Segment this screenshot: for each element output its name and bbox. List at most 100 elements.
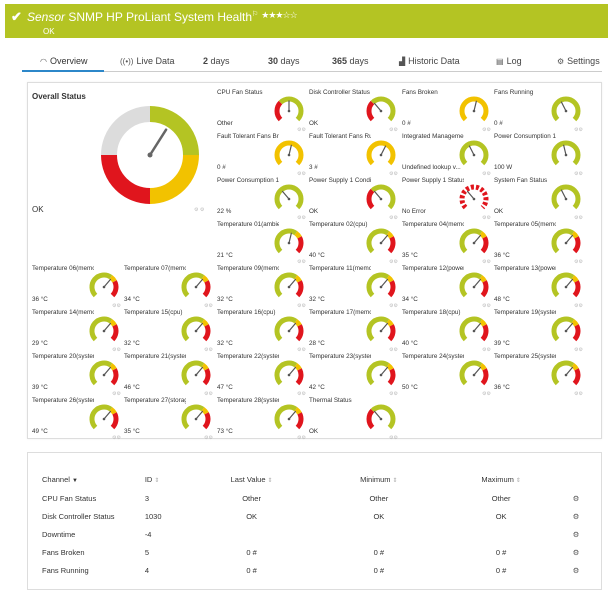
gauge-mini-icons[interactable]: ⚙⚙ <box>389 435 398 441</box>
gauge-tile[interactable]: Temperature 24(system) 50 °C ⚙⚙ <box>402 353 492 397</box>
tab-live-data[interactable]: ((•)) Live Data <box>120 56 175 66</box>
gauge-mini-icons[interactable]: ⚙⚙ <box>389 171 398 177</box>
gauge-tile[interactable]: Power Supply 1 Status No Error ⚙⚙ <box>402 177 492 221</box>
gauge-mini-icons[interactable]: ⚙⚙ <box>112 347 121 353</box>
gauge-mini-icons[interactable]: ⚙⚙ <box>204 347 213 353</box>
gauge-tile[interactable]: Temperature 15(cpu) 32 °C ⚙⚙ <box>124 309 214 353</box>
gauge-mini-icons[interactable]: ⚙⚙ <box>482 303 491 309</box>
gauge-tile[interactable]: Temperature 14(memo... 29 °C ⚙⚙ <box>32 309 122 353</box>
gauge-tile[interactable]: Disk Controller Status OK ⚙⚙ <box>309 89 399 133</box>
gauge-mini-icons[interactable]: ⚙⚙ <box>482 391 491 397</box>
gauge-tile[interactable]: Temperature 13(power... 48 °C ⚙⚙ <box>494 265 584 309</box>
gauge-tile[interactable]: Temperature 05(memo... 36 °C ⚙⚙ <box>494 221 584 265</box>
tab-historic-data[interactable]: ▟ Historic Data <box>399 56 460 66</box>
gauge-mini-icons[interactable]: ⚙⚙ <box>482 127 491 133</box>
gauge-tile[interactable]: Temperature 27(storag... 35 °C ⚙⚙ <box>124 397 214 441</box>
gauge-mini-icons[interactable]: ⚙⚙ <box>482 259 491 265</box>
gauge-tile[interactable]: Temperature 01(ambie... 21 °C ⚙⚙ <box>217 221 307 265</box>
gauge-mini-icons[interactable]: ⚙⚙ <box>297 127 306 133</box>
gauge-mini-icons[interactable]: ⚙⚙ <box>112 435 121 441</box>
gauge-tile[interactable]: Temperature 11(memo... 32 °C ⚙⚙ <box>309 265 399 309</box>
gauge-tile[interactable]: Temperature 17(memo... 28 °C ⚙⚙ <box>309 309 399 353</box>
flag-icon[interactable]: ⚐ <box>252 11 259 18</box>
gauge-mini-icons[interactable]: ⚙⚙ <box>297 303 306 309</box>
priority-stars[interactable]: ★★★☆☆ <box>261 10 297 20</box>
gauge-mini-icons[interactable]: ⚙⚙ <box>574 171 583 177</box>
tab-settings[interactable]: ⚙ Settings <box>557 56 600 66</box>
table-row[interactable]: Fans Broken 5 0 # 0 # 0 # ⚙ <box>42 543 601 561</box>
row-settings-icon[interactable]: ⚙ <box>572 493 580 503</box>
gauge-tile[interactable]: Fault Tolerant Fans Bro... 0 # ⚙⚙ <box>217 133 307 177</box>
row-settings-icon[interactable]: ⚙ <box>572 547 580 557</box>
gauge-mini-icons[interactable]: ⚙⚙ <box>204 303 213 309</box>
gauge-tile[interactable]: Fans Broken 0 # ⚙⚙ <box>402 89 492 133</box>
tab-2-days[interactable]: 2 days <box>203 56 230 66</box>
gauge-mini-icons[interactable]: ⚙⚙ <box>204 435 213 441</box>
table-row[interactable]: Disk Controller Status 1030 OK OK OK ⚙ <box>42 507 601 525</box>
tab-30-days[interactable]: 30 days <box>268 56 300 66</box>
gauge-mini-icons[interactable]: ⚙⚙ <box>297 215 306 221</box>
gauge-mini-icons[interactable]: ⚙⚙ <box>482 215 491 221</box>
gauge-mini-icons[interactable]: ⚙⚙ <box>112 391 121 397</box>
gauge-tile[interactable]: Temperature 16(cpu) 32 °C ⚙⚙ <box>217 309 307 353</box>
col-id[interactable]: ID ⇕ <box>145 469 197 489</box>
gauge-tile[interactable]: Temperature 23(system) 42 °C ⚙⚙ <box>309 353 399 397</box>
gauge-mini-icons[interactable]: ⚙⚙ <box>297 347 306 353</box>
gauge-mini-icons[interactable]: ⚙⚙ <box>574 127 583 133</box>
gauge-mini-icons[interactable]: ⚙⚙ <box>297 435 306 441</box>
tab-overview[interactable]: ◠ Overview <box>40 56 88 66</box>
gauge-mini-icons[interactable]: ⚙⚙ <box>574 215 583 221</box>
gauge-tile[interactable]: Temperature 12(power... 34 °C ⚙⚙ <box>402 265 492 309</box>
col-maximum[interactable]: Maximum ⇕ <box>451 469 551 489</box>
gauge-mini-icons[interactable]: ⚙⚙ <box>204 391 213 397</box>
gauge-tile[interactable]: Temperature 20(system) 39 °C ⚙⚙ <box>32 353 122 397</box>
col-minimum[interactable]: Minimum ⇕ <box>307 469 452 489</box>
gauge-tile[interactable]: Temperature 06(memo... 36 °C ⚙⚙ <box>32 265 122 309</box>
gauge-tile[interactable]: Integrated Manageme... Undefined lookup v… <box>402 133 492 177</box>
tab-log[interactable]: ▤ Log <box>496 56 522 66</box>
overall-status-gauge[interactable] <box>98 103 202 207</box>
gauge-mini-icons[interactable]: ⚙⚙ <box>482 347 491 353</box>
gauge-tile[interactable]: Power Consumption 1 100 W ⚙⚙ <box>494 133 584 177</box>
gauge-tile[interactable]: Temperature 09(memo... 32 °C ⚙⚙ <box>217 265 307 309</box>
gauge-tile[interactable]: Temperature 25(system) 36 °C ⚙⚙ <box>494 353 584 397</box>
gauge-tile[interactable]: Temperature 22(system) 47 °C ⚙⚙ <box>217 353 307 397</box>
gauge-tile[interactable]: Temperature 19(system) 39 °C ⚙⚙ <box>494 309 584 353</box>
gauge-mini-icons[interactable]: ⚙⚙ <box>297 171 306 177</box>
table-row[interactable]: Fans Running 4 0 # 0 # 0 # ⚙ <box>42 561 601 579</box>
gauge-mini-icons[interactable]: ⚙⚙ <box>574 347 583 353</box>
table-row[interactable]: CPU Fan Status 3 Other Other Other ⚙ <box>42 489 601 507</box>
gauge-tile[interactable]: Thermal Status OK ⚙⚙ <box>309 397 399 441</box>
table-row[interactable]: Downtime -4 ⚙ <box>42 525 601 543</box>
row-settings-icon[interactable]: ⚙ <box>572 565 580 575</box>
gauge-mini-icons[interactable]: ⚙⚙ <box>297 391 306 397</box>
gauge-mini-icons[interactable]: ⚙⚙ <box>297 259 306 265</box>
gauge-tile[interactable]: Temperature 02(cpu) 40 °C ⚙⚙ <box>309 221 399 265</box>
gauge-tile[interactable]: Temperature 04(memo... 35 °C ⚙⚙ <box>402 221 492 265</box>
gauge-mini-icons[interactable]: ⚙⚙ <box>389 347 398 353</box>
gauge-tile[interactable]: Power Consumption 1 22 % ⚙⚙ <box>217 177 307 221</box>
col-channel[interactable]: Channel ▼ <box>42 469 145 489</box>
gauge-mini-icons[interactable]: ⚙⚙ <box>574 259 583 265</box>
gauge-tile[interactable]: Temperature 07(memo... 34 °C ⚙⚙ <box>124 265 214 309</box>
gauge-mini-icons[interactable]: ⚙⚙ <box>389 259 398 265</box>
gauge-mini-icons[interactable]: ⚙⚙ <box>482 171 491 177</box>
gauge-mini-icons[interactable]: ⚙⚙ <box>389 303 398 309</box>
gauge-mini-icons[interactable]: ⚙⚙ <box>389 391 398 397</box>
gauge-mini-icons[interactable]: ⚙⚙ <box>389 215 398 221</box>
gauge-mini-icons[interactable]: ⚙⚙ <box>112 303 121 309</box>
gauge-tile[interactable]: Temperature 26(system) 49 °C ⚙⚙ <box>32 397 122 441</box>
gauge-tile[interactable]: System Fan Status OK ⚙⚙ <box>494 177 584 221</box>
gauge-tile[interactable]: Power Supply 1 Conditi... OK ⚙⚙ <box>309 177 399 221</box>
gauge-tile[interactable]: Fans Running 0 # ⚙⚙ <box>494 89 584 133</box>
gauge-mini-icons[interactable]: ⚙⚙ <box>574 391 583 397</box>
gauge-mini-icons[interactable]: ⚙ ⚙ <box>194 207 205 213</box>
row-settings-icon[interactable]: ⚙ <box>572 511 580 521</box>
gauge-mini-icons[interactable]: ⚙⚙ <box>389 127 398 133</box>
gauge-tile[interactable]: Temperature 21(system) 46 °C ⚙⚙ <box>124 353 214 397</box>
gauge-mini-icons[interactable]: ⚙⚙ <box>574 303 583 309</box>
gauge-tile[interactable]: Fault Tolerant Fans Ru... 3 # ⚙⚙ <box>309 133 399 177</box>
gauge-tile[interactable]: CPU Fan Status Other ⚙⚙ <box>217 89 307 133</box>
gauge-tile[interactable]: Temperature 18(cpu) 40 °C ⚙⚙ <box>402 309 492 353</box>
col-last-value[interactable]: Last Value ⇕ <box>197 469 307 489</box>
